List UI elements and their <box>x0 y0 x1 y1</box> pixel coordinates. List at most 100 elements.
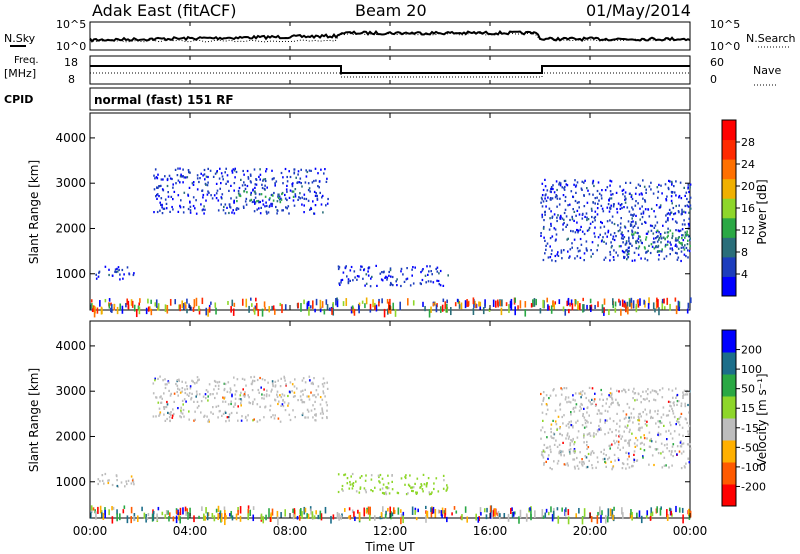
echo-cell <box>271 382 274 385</box>
echo-cell <box>643 449 646 452</box>
echo-cell <box>684 244 686 247</box>
echo-cell <box>622 241 624 244</box>
echo-cell <box>688 217 690 220</box>
echo-cell <box>276 395 279 398</box>
echo-cell <box>304 388 306 391</box>
echo-cell <box>610 193 612 196</box>
echo-cell <box>551 216 553 219</box>
y-tick-label: 4000 <box>55 339 86 353</box>
echo-cell <box>280 377 282 380</box>
echo-cell <box>219 409 221 413</box>
echo-cell <box>198 180 200 184</box>
echo-cell <box>674 220 677 223</box>
echo-cell <box>553 388 555 391</box>
echo-cell <box>607 203 610 206</box>
echo-cell <box>676 245 678 248</box>
echo-cell <box>311 181 314 184</box>
echo-cell <box>573 448 576 451</box>
echo-cell <box>222 178 224 181</box>
echo-cell <box>351 509 354 514</box>
echo-cell <box>542 450 545 453</box>
echo-cell <box>248 305 250 313</box>
echo-cell <box>298 196 300 199</box>
echo-cell <box>252 506 255 511</box>
echo-cell <box>311 381 314 384</box>
echo-cell <box>180 406 182 409</box>
echo-cell <box>212 175 215 178</box>
echo-cell <box>276 212 278 215</box>
echo-cell <box>602 210 605 213</box>
echo-cell <box>196 376 199 379</box>
echo-cell <box>254 305 257 310</box>
echo-cell <box>657 425 660 429</box>
echo-cell <box>636 231 638 234</box>
echo-cell <box>236 378 239 381</box>
echo-cell <box>565 183 568 186</box>
echo-cell <box>222 209 225 212</box>
echo-cell <box>314 400 316 403</box>
echo-cell <box>230 510 233 519</box>
echo-cell <box>397 492 400 495</box>
echo-cell <box>107 481 110 485</box>
echo-cell <box>662 413 665 416</box>
echo-cell <box>160 197 163 200</box>
echo-cell <box>609 417 611 420</box>
echo-cell <box>258 201 260 204</box>
echo-cell <box>634 399 636 402</box>
echo-cell <box>292 513 295 520</box>
echo-cell <box>550 423 553 426</box>
echo-cell <box>381 298 383 304</box>
echo-cell <box>613 232 616 235</box>
echo-cell <box>609 428 611 431</box>
echo-cell <box>669 432 672 435</box>
echo-cell <box>245 197 248 200</box>
echo-cell <box>580 407 582 410</box>
echo-cell <box>359 268 362 271</box>
echo-cell <box>607 458 609 461</box>
echo-cell <box>588 226 591 229</box>
echo-cell <box>586 440 588 444</box>
echo-cell <box>119 513 121 521</box>
echo-cell <box>236 200 238 203</box>
echo-cell <box>544 197 546 200</box>
echo-cell <box>684 234 687 237</box>
echo-cell <box>230 411 233 415</box>
echo-cell <box>255 178 257 181</box>
echo-cell <box>116 484 119 488</box>
echo-cell <box>670 510 673 516</box>
echo-cell <box>405 474 407 477</box>
echo-cell <box>203 168 206 172</box>
power-y-label: Slant Range [km] <box>27 160 41 264</box>
echo-cell <box>461 514 463 521</box>
echo-cell <box>341 484 344 488</box>
echo-cell <box>272 194 274 197</box>
echo-cell <box>640 192 643 195</box>
echo-cell <box>248 401 250 404</box>
echo-cell <box>291 390 293 393</box>
echo-cell <box>571 440 573 443</box>
echo-cell <box>659 233 662 236</box>
echo-cell <box>673 213 675 216</box>
echo-cell <box>657 409 659 412</box>
echo-cell <box>514 297 516 303</box>
echo-cell <box>519 300 522 309</box>
echo-cell <box>205 183 207 186</box>
echo-cell <box>237 419 239 422</box>
echo-cell <box>280 171 283 175</box>
echo-cell <box>351 472 354 476</box>
echo-cell <box>563 414 565 417</box>
echo-cell <box>679 423 681 427</box>
echo-cell <box>604 433 606 436</box>
echo-cell <box>659 421 662 425</box>
echo-cell <box>600 514 602 523</box>
echo-cell <box>668 507 671 512</box>
echo-cell <box>169 412 171 416</box>
echo-cell <box>545 244 547 247</box>
echo-cell <box>657 190 660 193</box>
echo-cell <box>626 258 628 261</box>
colorbar-tick-label: 15 <box>741 402 755 415</box>
echo-cell <box>564 398 567 401</box>
echo-cell <box>553 460 555 463</box>
echo-cell <box>378 480 380 483</box>
echo-cell <box>313 377 315 380</box>
